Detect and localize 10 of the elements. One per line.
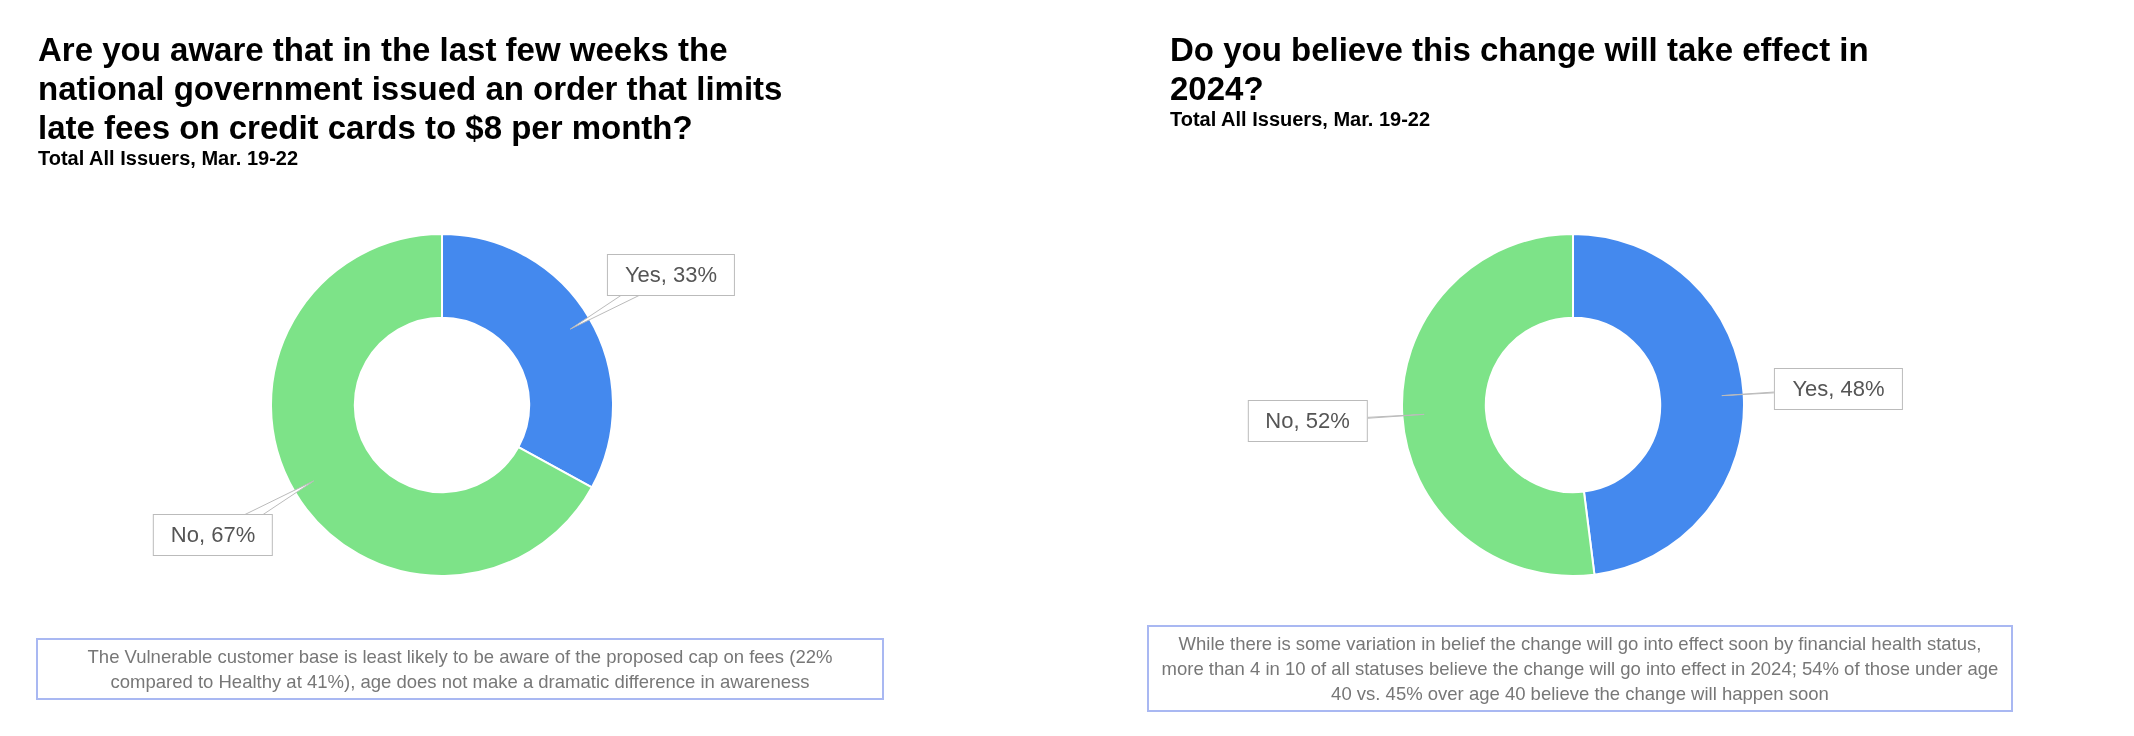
chart-title: Are you aware that in the last few weeks the national government issued an order that limits late fees on credit cards to $8 per month? bbox=[38, 30, 784, 147]
text: The Vulnerable customer base is least likely to be aware of the proposed cap on fees (22% compared to Healthy at 41%), age does not make a dramatic difference in awareness bbox=[36, 638, 884, 700]
chart-subtitle: Total All Issuers, Mar. 19-22 bbox=[1170, 108, 1432, 131]
slice-label: No, 67% bbox=[152, 514, 274, 557]
slice-label: No, 52% bbox=[1247, 400, 1368, 443]
slice-label: Yes, 33% bbox=[606, 253, 736, 296]
slice-label: Yes, 48% bbox=[1774, 367, 1903, 410]
chart-title: Do you believe this change will take effect in 2024? bbox=[1170, 30, 1870, 108]
text: While there is some variation in belief the change will go into effect soon by financial health status, more than 4 in 10 of all statuses believe the change will go into effect in 2024; 54% of those under age 40 vs. 45% over age 40 believe the change will happen soon bbox=[1147, 625, 2013, 712]
chart-subtitle: Total All Issuers, Mar. 19-22 bbox=[38, 147, 300, 170]
